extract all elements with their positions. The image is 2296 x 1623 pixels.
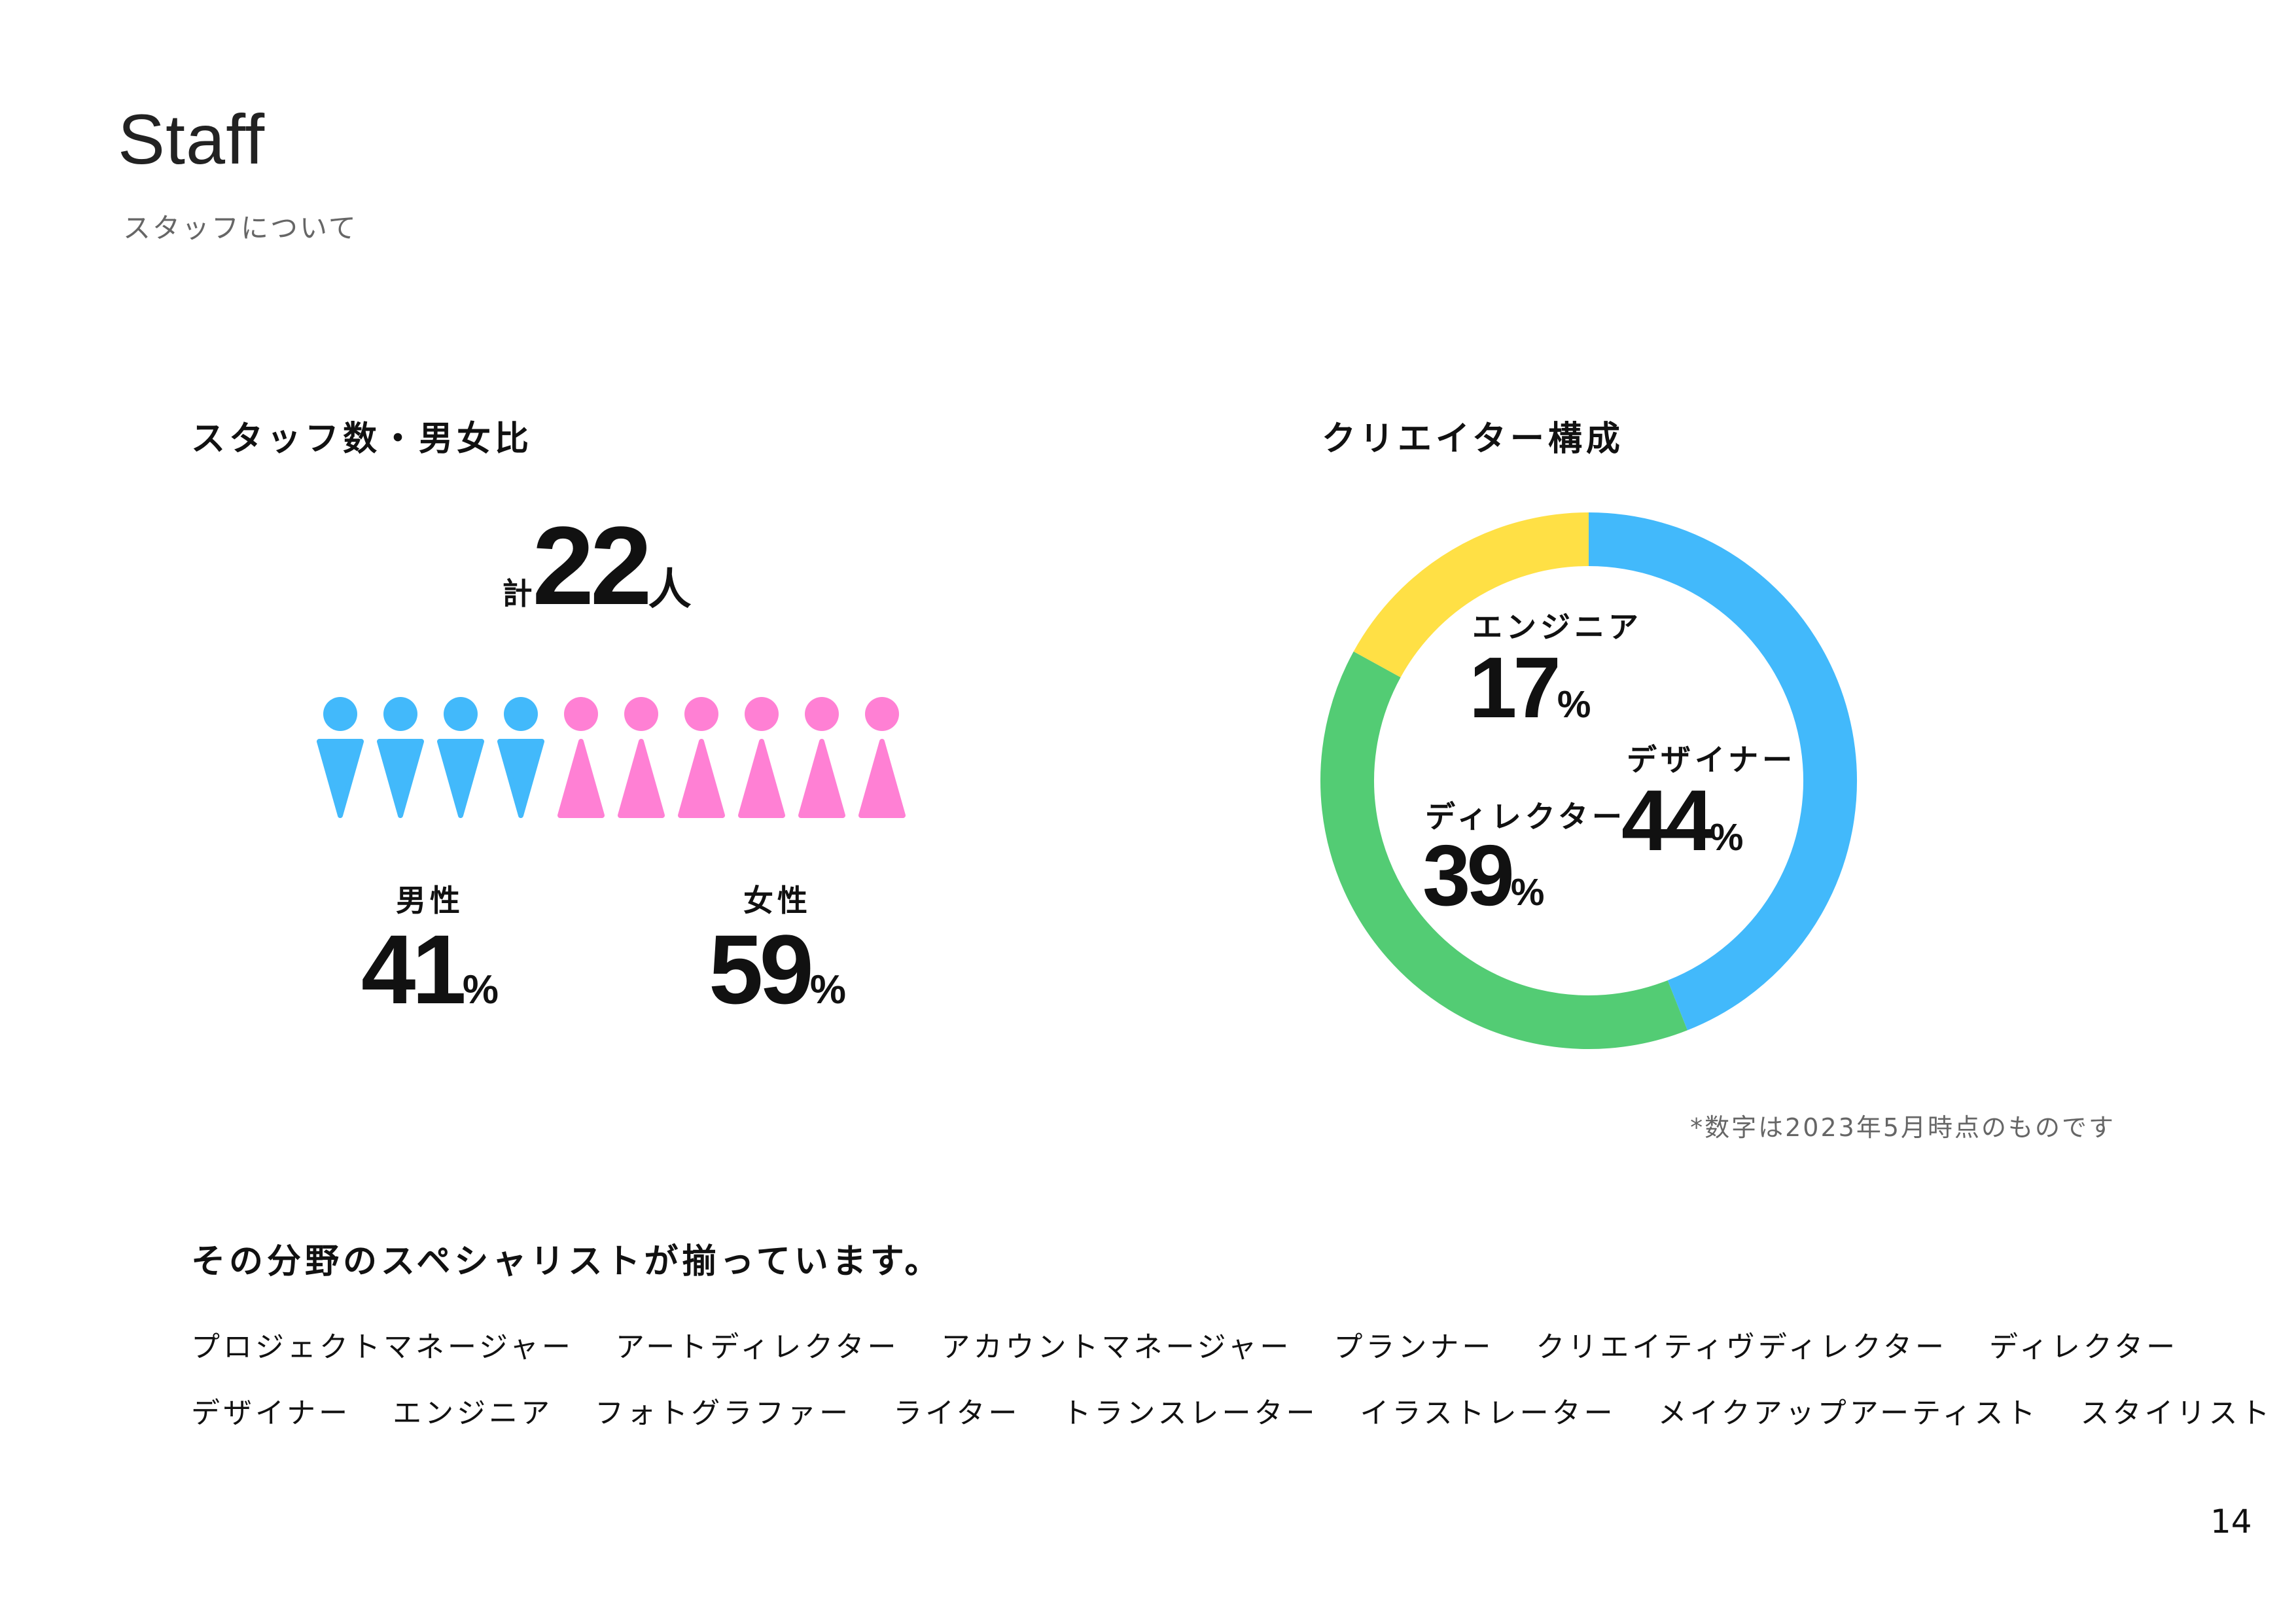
role-item: フォトグラファー: [595, 1397, 852, 1430]
total-prefix: 計: [502, 576, 533, 611]
slice-label-designer: デザイナー: [1627, 742, 1797, 777]
engineer-unit: %: [1557, 683, 1591, 726]
female-figure-icon: [858, 697, 906, 818]
role-item: プロジェクトマネージャー: [191, 1330, 574, 1364]
role-item: プランナー: [1333, 1330, 1494, 1364]
male-figure-icon: [377, 697, 424, 818]
role-item: アートディレクター: [615, 1330, 900, 1364]
designer-unit: %: [1709, 816, 1744, 859]
female-figure-icon: [738, 697, 785, 818]
designer-value: 44: [1621, 772, 1714, 868]
donut-slice-1: [1320, 651, 1687, 1049]
role-item: エンジニア: [393, 1397, 554, 1430]
total-suffix: 人: [648, 564, 692, 615]
male-stat: 男性 41%: [299, 877, 561, 1018]
chart-title: クリエイター構成: [1322, 419, 1624, 459]
slice-label-engineer: エンジニア: [1472, 609, 1642, 645]
male-label: 男性: [396, 883, 464, 918]
slice-value-engineer: 17%: [1469, 645, 1591, 731]
male-figure-icon: [437, 697, 484, 818]
female-stat: 女性 59%: [646, 877, 908, 1018]
donut-slice-0: [1588, 512, 1857, 1031]
slice-value-designer: 44%: [1621, 777, 1743, 864]
male-figure-icon: [317, 697, 364, 818]
donut-slice-2: [1353, 512, 1589, 678]
female-figure-icon: [678, 697, 725, 818]
role-item: アカウントマネージャー: [941, 1330, 1292, 1364]
director-unit: %: [1510, 871, 1545, 914]
role-item: イラストレーター: [1360, 1397, 1616, 1430]
male-value: 41: [361, 914, 467, 1024]
creator-donut-chart: [1320, 512, 1857, 1049]
role-item: デザイナー: [191, 1397, 351, 1430]
role-item: ライター: [893, 1397, 1021, 1430]
roles-row-1: プロジェクトマネージャー アートディレクター アカウントマネージャー プランナー クリエ…: [191, 1323, 2178, 1365]
male-unit: %: [462, 967, 499, 1012]
female-value: 59: [709, 914, 814, 1024]
slice-label-director: ディレクター: [1425, 799, 1626, 834]
female-label: 女性: [743, 883, 811, 918]
page-title: Staff: [118, 99, 266, 179]
total-number: 22: [532, 504, 652, 628]
male-figure-icon: [497, 697, 544, 818]
engineer-value: 17: [1469, 639, 1561, 736]
role-item: スタイリスト: [2080, 1397, 2273, 1430]
slice-value-director: 39%: [1422, 832, 1544, 919]
page-subtitle: スタッフについて: [123, 212, 358, 244]
female-unit: %: [809, 967, 846, 1012]
role-item: クリエイティヴディレクター: [1536, 1330, 1948, 1364]
role-item: ディレクター: [1989, 1330, 2179, 1364]
director-value: 39: [1422, 827, 1515, 923]
specialists-heading: その分野のスペシャリストが揃っています。: [191, 1242, 943, 1281]
roles-row-2: デザイナー エンジニア フォトグラファー ライター トランスレーター イラストレーター メイ…: [191, 1389, 2272, 1431]
gender-figures: [317, 697, 906, 818]
female-figure-icon: [798, 697, 845, 818]
female-figure-icon: [618, 697, 665, 818]
role-item: トランスレーター: [1062, 1397, 1318, 1430]
staff-heading: スタッフ数・男女比: [191, 419, 533, 459]
page-number: 14: [2210, 1503, 2252, 1541]
female-figure-icon: [557, 697, 605, 818]
role-item: メイクアップアーティスト: [1657, 1397, 2039, 1430]
footnote: *数字は2023年5月時点のものです: [1690, 1113, 2115, 1142]
staff-total: 計22人: [0, 510, 1193, 622]
